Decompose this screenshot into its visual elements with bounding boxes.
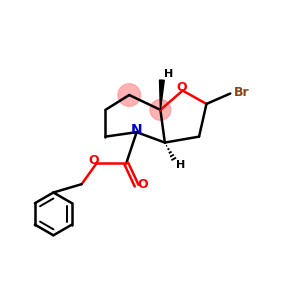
Circle shape [150, 100, 171, 120]
Circle shape [118, 84, 140, 106]
Text: N: N [131, 123, 142, 137]
Text: O: O [177, 81, 188, 94]
Text: O: O [89, 154, 99, 167]
Text: O: O [138, 178, 148, 191]
Polygon shape [160, 80, 164, 110]
Text: H: H [164, 69, 173, 79]
Text: Br: Br [234, 85, 249, 98]
Text: H: H [176, 160, 185, 170]
